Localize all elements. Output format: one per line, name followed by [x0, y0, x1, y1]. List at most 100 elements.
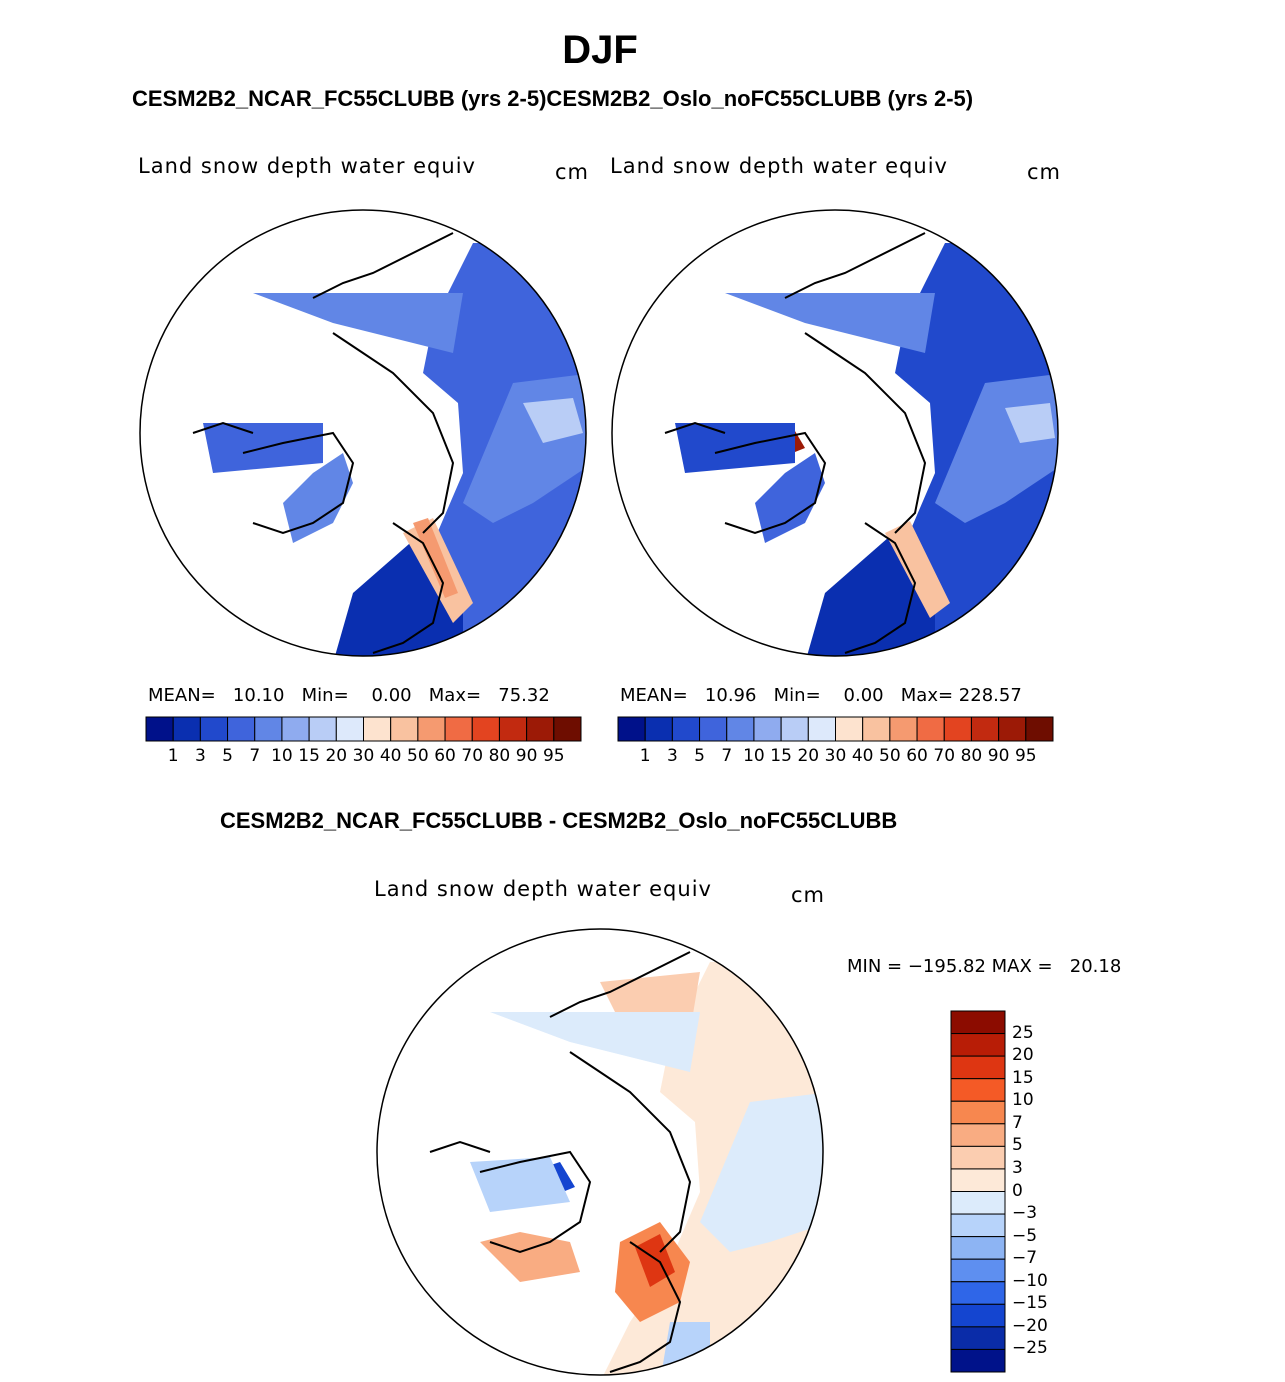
panel2-map-border: [611, 209, 1059, 657]
panel1-colorbar-tick: 30: [352, 746, 375, 766]
panel2-snow-field: [675, 243, 1058, 656]
diff-colorbar-swatch: [950, 1303, 1006, 1328]
panel2-colorbar-swatch: [807, 716, 836, 742]
panel2-colorbar-swatch: [1025, 716, 1054, 742]
diff-colorbar-swatch: [950, 1123, 1006, 1147]
panel1-colorbar-tick: 80: [488, 746, 511, 766]
diff-colorbar-swatch: [950, 1078, 1006, 1102]
diff-map-border: [376, 928, 824, 1376]
panel1-map-border: [139, 209, 587, 657]
panel2-colorbar-tick: 10: [743, 746, 765, 766]
diff-colorbar-tick: 10: [1012, 1090, 1034, 1111]
panel1-colorbar-tick: 15: [298, 746, 320, 766]
panel1-colorbar-swatch: [145, 716, 174, 742]
panel2-colorbar-tick: 80: [960, 746, 983, 766]
panel1-colorbar-tick: 50: [407, 746, 429, 766]
panel1-colorbar-tick: 90: [515, 746, 538, 766]
panel1-colorbar-swatch: [444, 716, 473, 742]
panel2-colorbar-tick: 40: [851, 746, 874, 766]
diff-colorbar-tick: −5: [1012, 1225, 1038, 1246]
panel1-colorbar-swatch: [199, 716, 229, 742]
diff-polar-map: [376, 928, 824, 1376]
figure-title: DJF: [562, 28, 638, 72]
diff-colorbar-tick: −15: [1012, 1293, 1048, 1314]
panel1-colorbar-tick: 5: [222, 746, 233, 766]
diff-colorbar-swatch: [950, 1213, 1006, 1238]
diff-colorbar-swatch: [950, 1348, 1006, 1373]
panel1-colorbar: [145, 716, 582, 742]
panel2-colorbar-swatch: [916, 716, 945, 742]
panel1-variable-label: Land snow depth water equiv: [138, 154, 476, 178]
panel1-colorbar-swatch: [254, 716, 283, 742]
panel2-colorbar-tick: 1: [639, 746, 651, 766]
diff-colorbar-swatch: [950, 1258, 1006, 1283]
diff-variable-label: Land snow depth water equiv: [374, 877, 712, 901]
panel2-colorbar-swatch: [943, 716, 972, 742]
panel1-units-label: cm: [555, 160, 590, 184]
panel1-colorbar-ticks: 1 3 5 7 10 15 20 30 40 50 60 70 80 90 95: [146, 746, 581, 768]
panel1-colorbar-tick: 7: [249, 746, 261, 766]
diff-units-label: cm: [791, 883, 826, 907]
diff-colorbar-tick: −3: [1012, 1203, 1038, 1224]
panel2-colorbar-tick: 20: [797, 746, 820, 766]
panel2-colorbar: [617, 716, 1054, 742]
panel2-colorbar-swatch: [753, 716, 782, 742]
diff-colorbar-tick: −25: [1012, 1338, 1048, 1359]
diff-colorbar: [950, 1010, 1006, 1373]
diff-colorbar-tick: 0: [1012, 1180, 1023, 1201]
panel1-colorbar-tick: 20: [325, 746, 348, 766]
panel2-colorbar-swatch: [617, 716, 646, 742]
panel1-stats: MEAN= 10.10 Min= 0.00 Max= 75.32: [148, 685, 550, 706]
panel1-colorbar-swatch: [471, 716, 500, 742]
panel2-colorbar-swatch: [644, 716, 673, 742]
panel2-colorbar-tick: 90: [987, 746, 1010, 766]
panel1-colorbar-swatch: [172, 716, 201, 742]
panel1-colorbar-tick: 95: [542, 746, 565, 766]
top-panels-subtitle: CESM2B2_NCAR_FC55CLUBB (yrs 2-5)CESM2B2_…: [132, 86, 974, 111]
panel1-coastlines: [192, 232, 455, 654]
panel2-colorbar-swatch: [780, 716, 809, 742]
diff-colorbar-tick: 25: [1012, 1022, 1034, 1043]
diff-colorbar-swatch: [950, 1191, 1006, 1215]
diff-colorbar-tick: 3: [1012, 1157, 1023, 1178]
panel1-snow-field: [203, 243, 586, 656]
panel2-variable-label: Land snow depth water equiv: [610, 154, 948, 178]
diff-colorbar-tick: 7: [1012, 1112, 1023, 1133]
panel2-stats: MEAN= 10.96 Min= 0.00 Max= 228.57: [620, 685, 1022, 706]
panel2-colorbar-tick: 60: [906, 746, 928, 766]
panel2-colorbar-tick: 50: [879, 746, 901, 766]
panel2-colorbar-tick: 7: [721, 746, 733, 766]
panel2-colorbar-swatch: [726, 716, 755, 742]
panel2-colorbar-ticks: 1 3 5 7 10 15 20 30 40 50 60 70 80 90 95: [618, 746, 1053, 768]
panel2-units-label: cm: [1027, 160, 1062, 184]
diff-colorbar-swatch: [950, 1055, 1006, 1080]
panel1-colorbar-swatch: [390, 716, 419, 742]
diff-colorbar-swatch: [950, 1145, 1006, 1170]
panel1-colorbar-tick: 1: [167, 746, 179, 766]
panel1-colorbar-tick: 70: [461, 746, 484, 766]
panel1-polar-map: [139, 209, 587, 657]
panel1-colorbar-tick: 40: [379, 746, 402, 766]
diff-colorbar-swatch: [950, 1168, 1006, 1192]
diff-colorbar-swatch: [950, 1100, 1006, 1125]
panel2-colorbar-swatch: [998, 716, 1027, 742]
panel2-polar-map: [611, 209, 1059, 657]
panel2-colorbar-tick: 15: [770, 746, 792, 766]
panel2-colorbar-tick: 3: [666, 746, 678, 766]
diff-colorbar-ticks: 25 20 15 10 7 5 3 0 −3 −5 −7 −10 −15 −20 −25: [1012, 1011, 1072, 1372]
panel1-colorbar-swatch: [417, 716, 446, 742]
diff-snow-field: [470, 962, 823, 1375]
panel2-colorbar-tick: 5: [694, 746, 705, 766]
panel2-colorbar-tick: 70: [933, 746, 956, 766]
panel2-colorbar-tick: 95: [1014, 746, 1037, 766]
panel1-colorbar-swatch: [526, 716, 555, 742]
diff-colorbar-tick: −10: [1012, 1270, 1048, 1291]
panel1-colorbar-swatch: [335, 716, 364, 742]
panel2-colorbar-swatch: [671, 716, 701, 742]
diff-colorbar-swatch: [950, 1236, 1006, 1260]
panel2-coastlines: [664, 232, 927, 654]
panel1-colorbar-swatch: [553, 716, 582, 742]
panel2-colorbar-swatch: [862, 716, 891, 742]
diff-colorbar-tick: −7: [1012, 1248, 1038, 1269]
panel1-colorbar-tick: 10: [271, 746, 293, 766]
